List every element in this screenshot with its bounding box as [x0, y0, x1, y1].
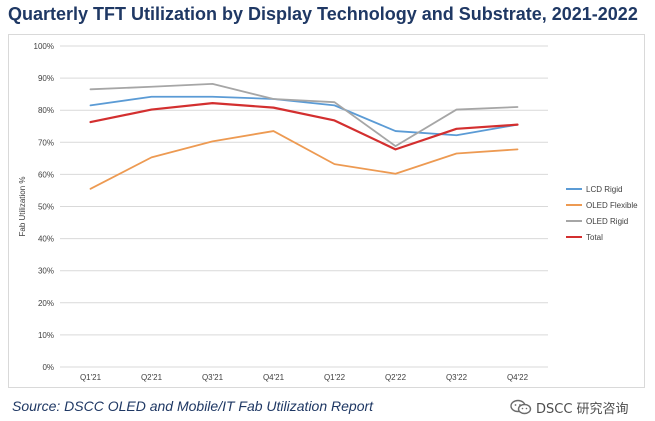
watermark: DSCC 研究咨询: [510, 396, 629, 418]
legend-label: LCD Rigid: [586, 185, 622, 194]
chart-area: [8, 34, 645, 388]
chart-title: Quarterly TFT Utilization by Display Tec…: [8, 4, 638, 24]
x-tick-label: Q2'22: [385, 373, 407, 382]
x-tick-label: Q1'22: [324, 373, 346, 382]
y-tick-label: 0%: [42, 363, 54, 372]
y-tick-label: 60%: [38, 170, 54, 179]
watermark-text: DSCC 研究咨询: [536, 401, 629, 417]
x-tick-label: Q3'22: [446, 373, 468, 382]
y-tick-label: 80%: [38, 106, 54, 115]
x-tick-label: Q1'21: [80, 373, 102, 382]
y-tick-label: 20%: [38, 299, 54, 308]
legend-label: Total: [586, 233, 603, 242]
source-note: Source: DSCC OLED and Mobile/IT Fab Util…: [12, 398, 374, 414]
y-tick-label: 30%: [38, 267, 54, 276]
x-tick-label: Q3'21: [202, 373, 224, 382]
x-tick-label: Q4'21: [263, 373, 285, 382]
series-line-oled-flexible: [89, 130, 519, 190]
y-tick-label: 40%: [38, 235, 54, 244]
series-line-oled-rigid: [89, 82, 519, 148]
y-tick-label: 100%: [34, 42, 54, 51]
series-line-total: [89, 102, 519, 151]
legend-label: OLED Flexible: [586, 201, 638, 210]
y-axis-label: Fab Utilization %: [18, 176, 27, 236]
series-line-lcd-rigid: [89, 95, 519, 137]
x-tick-label: Q2'21: [141, 373, 163, 382]
wechat-icon: [510, 399, 532, 415]
y-tick-label: 70%: [38, 138, 54, 147]
y-tick-label: 90%: [38, 74, 54, 83]
y-tick-label: 50%: [38, 203, 54, 212]
y-tick-label: 10%: [38, 331, 54, 340]
legend-label: OLED Rigid: [586, 217, 628, 226]
x-tick-label: Q4'22: [507, 373, 529, 382]
